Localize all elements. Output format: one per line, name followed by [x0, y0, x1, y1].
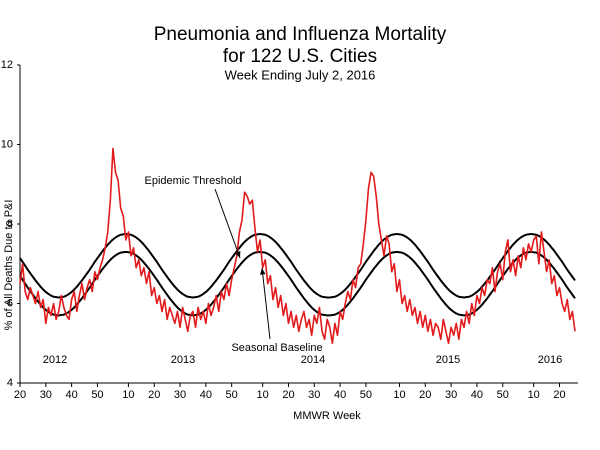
- y-tick-label: 10: [1, 138, 13, 150]
- x-tick-label: 50: [91, 389, 103, 401]
- x-tick-label: 20: [14, 389, 26, 401]
- chart-title: Pneumonia and Influenza Mortality: [154, 24, 447, 45]
- y-tick-label: 8: [7, 218, 13, 230]
- series-line: [19, 232, 576, 299]
- x-axis-label: MMWR Week: [293, 410, 361, 422]
- year-label: 2014: [301, 354, 325, 366]
- x-tick-label: 10: [257, 389, 269, 401]
- x-tick-label: 10: [122, 389, 134, 401]
- x-tick-label: 20: [282, 389, 294, 401]
- y-tick-label: 4: [7, 377, 13, 389]
- x-tick-label: 50: [226, 389, 238, 401]
- arrow-line: [261, 267, 271, 340]
- year-label: 2013: [171, 354, 195, 366]
- x-tick-label: 30: [40, 389, 52, 401]
- arrow-head: [260, 268, 266, 275]
- year-label: 2016: [538, 354, 562, 366]
- year-label: 2015: [436, 354, 460, 366]
- chart-title: for 122 U.S. Cities: [223, 46, 377, 67]
- x-tick-label: 30: [174, 389, 186, 401]
- x-tick-label: 30: [308, 389, 320, 401]
- x-tick-label: 40: [200, 389, 212, 401]
- series-line: [19, 147, 576, 345]
- x-tick-label: 10: [393, 389, 405, 401]
- y-tick-label: 6: [7, 297, 13, 309]
- series-line: [19, 250, 576, 317]
- x-tick-label: 10: [528, 389, 540, 401]
- x-tick-label: 50: [360, 389, 372, 401]
- x-tick-label: 20: [553, 389, 565, 401]
- year-label: 2012: [43, 354, 67, 366]
- y-axis-label: % of All Deaths Due to P&I: [3, 200, 15, 331]
- arrow-line: [214, 188, 241, 259]
- x-tick-label: 30: [445, 389, 457, 401]
- x-tick-label: 40: [471, 389, 483, 401]
- chart-subtitle: Week Ending July 2, 2016: [225, 67, 376, 82]
- y-tick-label: 12: [1, 59, 13, 71]
- x-tick-label: 20: [148, 389, 160, 401]
- x-tick-label: 50: [497, 389, 509, 401]
- series-label: Seasonal Baseline: [231, 342, 322, 354]
- x-tick-label: 40: [66, 389, 78, 401]
- series-label: Epidemic Threshold: [144, 175, 241, 187]
- x-tick-label: 40: [334, 389, 346, 401]
- arrow-head: [235, 251, 241, 258]
- x-tick-label: 20: [419, 389, 431, 401]
